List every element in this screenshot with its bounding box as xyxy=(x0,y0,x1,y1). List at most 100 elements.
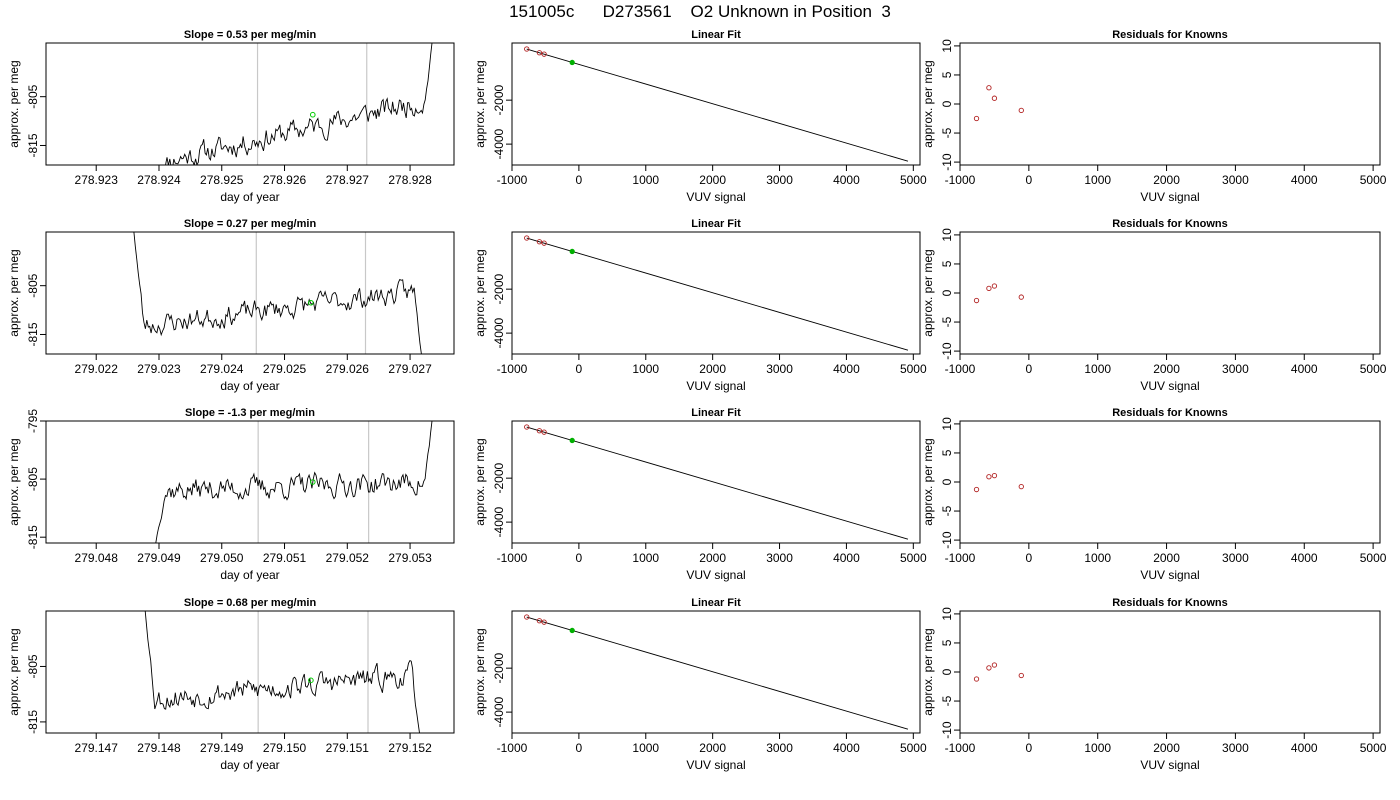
panel-r1c2-ylabel: approx. per meg xyxy=(921,249,935,336)
panel-r0c2-xtick-label-3: 2000 xyxy=(1153,173,1180,187)
panel-r0c2-ytick-label-3: -5 xyxy=(940,127,954,138)
panel-r0c1-xtick-label-1: 0 xyxy=(576,173,583,187)
panel-r1c2-ytick-label-0: 10 xyxy=(940,228,954,242)
panel-r2c0-marker-point xyxy=(309,479,316,485)
panel-r0c1-xtick-label-5: 4000 xyxy=(833,173,860,187)
panel-r2c2-frame xyxy=(959,420,1381,544)
panel-r0c2-ylabel: approx. per meg xyxy=(921,60,935,147)
panel-r0c2-xtick-label-6: 5000 xyxy=(1360,173,1387,187)
panel-r1c2-title: Residuals for Knowns xyxy=(1112,218,1228,230)
panel-r0c0-xtick-label-4: 278.927 xyxy=(326,173,370,187)
panel-r3c0-ytick-label-0: -805 xyxy=(26,654,40,678)
panel-r3c2-xtick-label-0: -1000 xyxy=(945,741,976,755)
panel-r1c1-ylabel: approx. per meg xyxy=(473,249,487,336)
panel-r0c1-xtick-label-2: 1000 xyxy=(632,173,659,187)
panel-r1c2-point-0 xyxy=(973,297,980,304)
panel-r2c2-xtick-label-5: 4000 xyxy=(1291,551,1318,565)
panel-r1c0-xtick-label-3: 279.025 xyxy=(263,362,307,376)
panel-r2c0-ytick-label-0: -795 xyxy=(26,409,40,433)
panel-r3c1-ytick-label-1: -4000 xyxy=(492,696,506,727)
panel-r1c1-xtick-label-0: -1000 xyxy=(497,362,528,376)
panel-r0c0-xtick-label-2: 278.925 xyxy=(200,173,244,187)
panel-r0c2-title: Residuals for Knowns xyxy=(1112,29,1228,41)
panel-r3c2-point-1 xyxy=(986,665,992,671)
panel-r0c0-ytick-label-0: -805 xyxy=(26,84,40,108)
panel-r0c1-ytick-label-0: -2000 xyxy=(492,84,506,115)
panel-r1c0-series-line xyxy=(133,232,422,354)
panel-r0c1-xtick-label-3: 2000 xyxy=(699,173,726,187)
panel-r3c1-ylabel: approx. per meg xyxy=(473,628,487,715)
panel-r1c2-xtick-label-5: 4000 xyxy=(1291,362,1318,376)
panel-r1c1-xlabel: VUV signal xyxy=(686,379,745,393)
panel-r0c1-xlabel: VUV signal xyxy=(686,190,745,204)
panel-r1c2-point-3 xyxy=(1018,294,1024,300)
panel-r1c0-xtick-label-1: 279.023 xyxy=(137,362,181,376)
panel-r0c0-ylabel: approx. per meg xyxy=(7,60,21,147)
panel-r3c1-frame xyxy=(511,610,921,734)
panel-r0c0-xtick-label-3: 278.926 xyxy=(263,173,307,187)
panel-r2c0-xtick-label-3: 279.051 xyxy=(263,551,307,565)
panel-r0c0-title: Slope = 0.53 per meg/min xyxy=(184,29,317,41)
panel-r2c2-ytick-label-2: 0 xyxy=(940,478,954,485)
panel-r2c1-xtick-label-0: -1000 xyxy=(497,551,528,565)
panel-r0c0-xlabel: day of year xyxy=(220,190,279,204)
panel-r2c2-point-0 xyxy=(973,486,980,493)
panel-r3c0-xtick-label-1: 279.148 xyxy=(137,741,181,755)
panel-r3c0-xtick-label-0: 279.147 xyxy=(75,741,119,755)
panel-r0c2-point-3 xyxy=(1018,107,1024,114)
panel-r0c1-fit-line xyxy=(526,48,909,162)
panel-r3c2-xlabel: VUV signal xyxy=(1140,758,1199,772)
panel-r1c1-ytick-label-0: -2000 xyxy=(492,273,506,304)
panel-r2c2-ytick-label-3: -5 xyxy=(940,505,954,516)
panel-r0c0-xtick-label-0: 278.923 xyxy=(75,173,119,187)
panel-r1c1-frame xyxy=(511,231,921,355)
panel-r3c2-xtick-label-1: 0 xyxy=(1026,741,1033,755)
panel-r3c1-xtick-label-4: 3000 xyxy=(766,741,793,755)
panel-r3c2-ytick-label-1: 5 xyxy=(940,639,954,646)
panel-r1c0-title: Slope = 0.27 per meg/min xyxy=(184,218,317,230)
panel-r0c2-xtick-label-2: 1000 xyxy=(1084,173,1111,187)
panel-r1c1-xtick-label-5: 4000 xyxy=(833,362,860,376)
panel-r2c1-xtick-label-6: 5000 xyxy=(900,551,927,565)
panel-r0c0-xtick-label-1: 278.924 xyxy=(137,173,181,187)
panel-r3c2-frame xyxy=(959,610,1381,734)
panel-r3c1-point-3 xyxy=(569,627,575,634)
panel-r2c2-xtick-label-3: 2000 xyxy=(1153,551,1180,565)
panel-r0c2-ytick-label-2: 0 xyxy=(940,100,954,107)
panel-r1c2-ytick-label-1: 5 xyxy=(940,260,954,267)
panel-r3c2-point-3 xyxy=(1018,672,1024,679)
panel-r3c0-xtick-label-2: 279.149 xyxy=(200,741,244,755)
panel-r3c1-xtick-label-2: 1000 xyxy=(632,741,659,755)
panel-r0c0-ytick-label-1: -815 xyxy=(26,133,40,157)
panel-r2c1-xtick-label-4: 3000 xyxy=(766,551,793,565)
panel-r1c1-xtick-label-6: 5000 xyxy=(900,362,927,376)
panel-r2c0-xlabel: day of year xyxy=(220,568,279,582)
panel-r3c2-ylabel: approx. per meg xyxy=(921,628,935,715)
panel-r3c1-point-0 xyxy=(524,614,530,620)
panel-r2c1-xtick-label-2: 1000 xyxy=(632,551,659,565)
panel-r1c0-xtick-label-5: 279.027 xyxy=(388,362,432,376)
panel-r1c2-point-2 xyxy=(991,283,998,289)
panel-r2c2-point-1 xyxy=(986,474,992,480)
panel-r3c2-xtick-label-3: 2000 xyxy=(1153,741,1180,755)
panel-r3c0-xtick-label-5: 279.152 xyxy=(388,741,432,755)
panel-r3c1-xtick-label-1: 0 xyxy=(576,741,583,755)
panel-r0c0-series-line xyxy=(160,43,433,165)
panel-r0c2-xtick-label-5: 4000 xyxy=(1291,173,1318,187)
panel-r1c2-ytick-label-4: -10 xyxy=(940,342,954,360)
panel-r3c2-ytick-label-2: 0 xyxy=(940,668,954,675)
panel-r0c2-xtick-label-0: -1000 xyxy=(945,173,976,187)
panel-r1c0-xtick-label-0: 279.022 xyxy=(75,362,119,376)
panel-r0c2-point-2 xyxy=(991,95,998,101)
panel-r2c2-xtick-label-4: 3000 xyxy=(1222,551,1249,565)
panel-r2c0-xtick-label-5: 279.053 xyxy=(388,551,432,565)
panel-r3c2-point-0 xyxy=(973,676,980,682)
panel-r3c2-ytick-label-0: 10 xyxy=(940,607,954,621)
panel-r1c0-ytick-label-0: -805 xyxy=(26,273,40,297)
panel-r2c2-ylabel: approx. per meg xyxy=(921,438,935,525)
panel-r3c0-series-line xyxy=(144,611,420,733)
panel-r2c1-frame xyxy=(511,420,921,544)
panel-r0c1-xtick-label-0: -1000 xyxy=(497,173,528,187)
panel-r3c1-point-2 xyxy=(541,619,547,625)
panel-r3c1-xtick-label-6: 5000 xyxy=(900,741,927,755)
